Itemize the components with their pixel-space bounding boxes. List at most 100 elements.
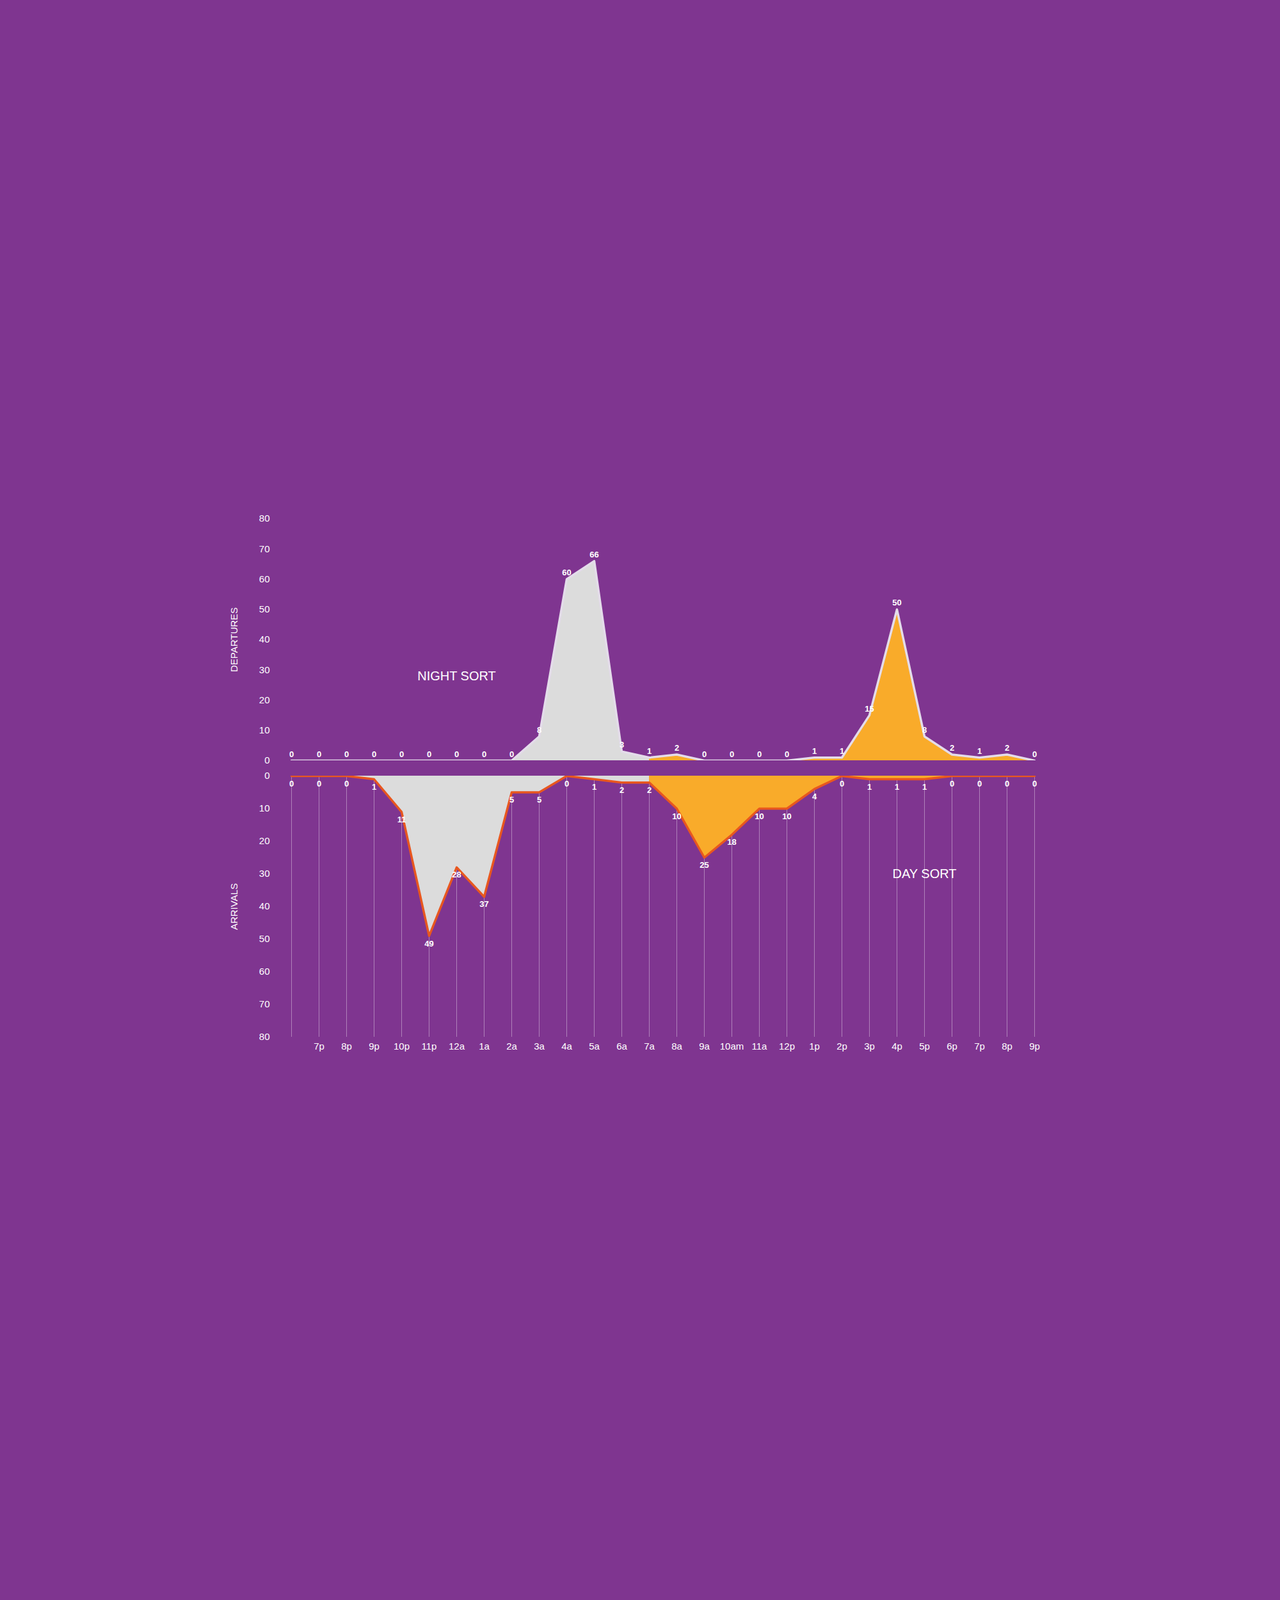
- svg-text:NIGHT SORT: NIGHT SORT: [417, 668, 496, 683]
- svg-text:7p: 7p: [313, 1040, 325, 1052]
- svg-text:12a: 12a: [448, 1040, 466, 1052]
- svg-text:4: 4: [812, 791, 818, 802]
- svg-text:ARRIVALS: ARRIVALS: [228, 883, 240, 930]
- svg-text:40: 40: [259, 633, 271, 645]
- svg-text:50: 50: [892, 597, 902, 608]
- svg-text:7a: 7a: [643, 1040, 655, 1052]
- svg-text:10: 10: [754, 811, 764, 822]
- svg-text:1: 1: [371, 782, 377, 792]
- svg-text:3p: 3p: [864, 1040, 875, 1052]
- svg-text:40: 40: [259, 900, 271, 912]
- svg-text:10: 10: [672, 811, 681, 822]
- svg-text:9p: 9p: [368, 1040, 380, 1052]
- svg-text:0: 0: [564, 778, 569, 789]
- svg-text:DEPARTURES: DEPARTURES: [228, 607, 240, 672]
- svg-text:60: 60: [259, 965, 271, 977]
- svg-text:0: 0: [264, 769, 270, 781]
- svg-text:0: 0: [784, 749, 790, 760]
- svg-text:0: 0: [757, 749, 762, 760]
- svg-text:2a: 2a: [506, 1040, 518, 1052]
- svg-text:0: 0: [316, 778, 322, 789]
- svg-text:37: 37: [479, 899, 489, 909]
- svg-text:2: 2: [949, 743, 955, 753]
- svg-text:2: 2: [674, 743, 680, 753]
- svg-text:0: 0: [264, 754, 270, 766]
- svg-text:15: 15: [864, 704, 874, 714]
- svg-text:10: 10: [259, 724, 271, 736]
- svg-text:70: 70: [259, 543, 271, 555]
- svg-text:8: 8: [536, 725, 542, 735]
- svg-text:10p: 10p: [393, 1040, 410, 1052]
- svg-text:8: 8: [922, 725, 927, 735]
- svg-text:2p: 2p: [836, 1040, 848, 1052]
- svg-text:5p: 5p: [919, 1040, 930, 1052]
- svg-text:11a: 11a: [752, 1040, 768, 1052]
- svg-text:0: 0: [839, 778, 845, 789]
- svg-text:0: 0: [454, 749, 459, 760]
- svg-text:80: 80: [259, 1031, 271, 1042]
- svg-text:30: 30: [259, 867, 271, 879]
- svg-text:8p: 8p: [1001, 1040, 1013, 1052]
- svg-text:1: 1: [592, 782, 597, 792]
- svg-text:0: 0: [977, 778, 982, 789]
- svg-text:10am: 10am: [720, 1040, 745, 1052]
- svg-text:0: 0: [316, 749, 322, 760]
- svg-text:6p: 6p: [946, 1040, 958, 1052]
- svg-text:1a: 1a: [478, 1040, 490, 1052]
- svg-text:4p: 4p: [891, 1040, 903, 1052]
- svg-text:1: 1: [839, 746, 845, 756]
- svg-text:28: 28: [451, 869, 461, 880]
- svg-text:60: 60: [561, 567, 571, 578]
- svg-text:30: 30: [259, 664, 271, 676]
- svg-text:6a: 6a: [616, 1040, 628, 1052]
- svg-text:80: 80: [259, 512, 271, 524]
- svg-text:0: 0: [289, 778, 294, 789]
- svg-text:0: 0: [509, 749, 514, 760]
- svg-text:0: 0: [481, 749, 487, 760]
- svg-text:0: 0: [344, 749, 349, 760]
- svg-text:1: 1: [977, 746, 982, 756]
- svg-text:DAY SORT: DAY SORT: [892, 866, 957, 881]
- svg-text:0: 0: [729, 749, 735, 760]
- svg-text:50: 50: [259, 933, 271, 944]
- svg-text:0: 0: [1004, 778, 1010, 789]
- svg-text:1: 1: [867, 782, 872, 792]
- svg-text:49: 49: [424, 938, 434, 949]
- svg-text:1: 1: [894, 782, 900, 792]
- svg-text:8a: 8a: [671, 1040, 683, 1052]
- svg-text:3: 3: [619, 739, 624, 750]
- svg-text:60: 60: [259, 573, 271, 585]
- svg-text:10: 10: [259, 802, 271, 814]
- svg-text:5: 5: [536, 794, 542, 805]
- svg-text:0: 0: [1032, 749, 1037, 760]
- svg-text:18: 18: [727, 837, 736, 847]
- svg-text:3a: 3a: [533, 1040, 545, 1052]
- svg-text:9p: 9p: [1029, 1040, 1040, 1052]
- svg-text:8p: 8p: [341, 1040, 352, 1052]
- svg-text:0: 0: [289, 749, 294, 760]
- svg-text:2: 2: [619, 785, 624, 795]
- svg-text:0: 0: [1032, 778, 1037, 789]
- svg-text:1: 1: [812, 746, 817, 756]
- svg-text:7p: 7p: [974, 1040, 985, 1052]
- svg-text:20: 20: [259, 694, 271, 706]
- svg-text:11: 11: [397, 814, 407, 825]
- svg-text:66: 66: [589, 549, 599, 560]
- svg-text:0: 0: [702, 749, 707, 760]
- svg-text:4a: 4a: [561, 1040, 573, 1052]
- svg-text:11p: 11p: [421, 1040, 438, 1052]
- svg-text:12p: 12p: [778, 1040, 795, 1052]
- svg-text:1p: 1p: [808, 1040, 820, 1052]
- svg-text:1: 1: [922, 782, 927, 792]
- svg-text:0: 0: [344, 778, 349, 789]
- svg-text:10: 10: [782, 811, 792, 822]
- svg-text:2: 2: [647, 785, 652, 795]
- svg-text:5: 5: [509, 794, 514, 805]
- svg-text:5a: 5a: [588, 1040, 600, 1052]
- svg-text:0: 0: [399, 749, 404, 760]
- svg-text:0: 0: [426, 749, 432, 760]
- svg-text:2: 2: [1004, 743, 1010, 753]
- svg-text:1: 1: [647, 746, 652, 756]
- svg-text:0: 0: [371, 749, 377, 760]
- svg-text:0: 0: [949, 778, 955, 789]
